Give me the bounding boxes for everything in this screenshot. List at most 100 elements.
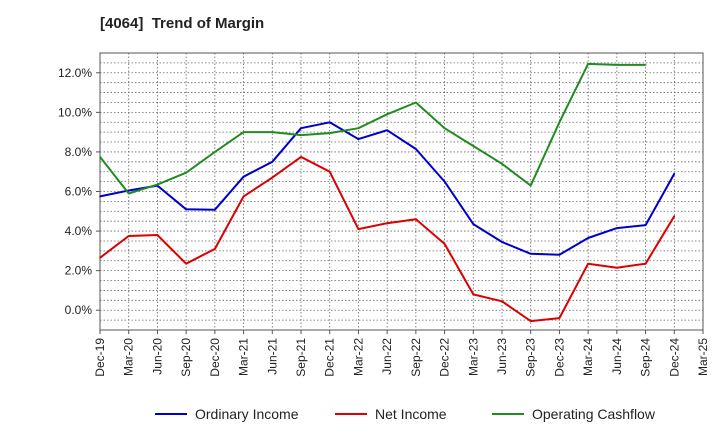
ordinary-income-point bbox=[443, 180, 446, 183]
ordinary-income-point bbox=[99, 195, 101, 198]
x-tick-label: Dec-19 bbox=[93, 338, 107, 377]
net-income-point bbox=[99, 256, 101, 259]
ordinary-income-point bbox=[415, 148, 417, 150]
net-income-point bbox=[415, 218, 417, 220]
net-income-point bbox=[185, 262, 187, 265]
x-tick-label: Mar-23 bbox=[466, 338, 480, 376]
x-tick-label: Jun-21 bbox=[265, 338, 279, 375]
operating-cashflow-point bbox=[415, 101, 417, 104]
ordinary-income-point bbox=[673, 172, 676, 175]
net-income-point bbox=[529, 320, 532, 322]
ordinary-income-point bbox=[558, 254, 561, 256]
operating-cashflow-point bbox=[558, 121, 561, 124]
x-tick-label: Sep-20 bbox=[179, 338, 193, 377]
net-income-point bbox=[558, 317, 561, 319]
y-tick-label: 0.0% bbox=[65, 303, 93, 317]
x-tick-label: Jun-20 bbox=[150, 338, 164, 375]
net-income-point bbox=[242, 195, 245, 198]
x-tick-label: Dec-22 bbox=[438, 338, 452, 377]
net-income-point bbox=[357, 228, 360, 230]
chart-title: [4064] Trend of Margin bbox=[100, 15, 265, 32]
x-tick-label: Sep-21 bbox=[294, 338, 308, 377]
operating-cashflow-point bbox=[386, 113, 388, 116]
x-tick-label: Mar-25 bbox=[696, 338, 710, 376]
ordinary-income-point bbox=[616, 227, 618, 229]
ordinary-income-point bbox=[300, 127, 302, 129]
y-tick-label: 10.0% bbox=[58, 105, 92, 119]
ordinary-income-point bbox=[328, 121, 331, 124]
y-tick-label: 6.0% bbox=[65, 185, 93, 199]
ordinary-income-point bbox=[587, 237, 589, 239]
net-income-point bbox=[214, 248, 216, 250]
operating-cashflow-point bbox=[185, 171, 187, 174]
operating-cashflow-point bbox=[99, 156, 101, 158]
operating-cashflow-point bbox=[644, 64, 647, 66]
x-tick-label: Mar-24 bbox=[581, 338, 595, 376]
operating-cashflow-point bbox=[472, 145, 475, 147]
x-tick-label: Sep-24 bbox=[639, 338, 653, 377]
legend-label-net-income: Net Income bbox=[375, 406, 447, 422]
x-tick-label: Dec-20 bbox=[208, 338, 222, 377]
operating-cashflow-point bbox=[156, 183, 159, 186]
operating-cashflow-point bbox=[127, 192, 130, 195]
net-income-point bbox=[156, 234, 159, 236]
net-income-point bbox=[127, 235, 130, 237]
net-income-point bbox=[616, 266, 618, 269]
operating-cashflow-point bbox=[357, 127, 360, 129]
net-income-point bbox=[328, 170, 331, 173]
y-tick-label: 4.0% bbox=[65, 224, 93, 238]
x-tick-label: Mar-21 bbox=[237, 338, 251, 376]
net-income-point bbox=[443, 243, 446, 245]
net-income-point bbox=[472, 293, 475, 296]
net-income-point bbox=[673, 215, 676, 218]
operating-cashflow-point bbox=[214, 151, 216, 153]
operating-cashflow-point bbox=[529, 184, 532, 187]
x-tick-label: Dec-23 bbox=[552, 338, 566, 377]
x-tick-label: Jun-23 bbox=[495, 338, 509, 375]
net-income-point bbox=[644, 262, 647, 265]
legend-label-operating-cashflow: Operating Cashflow bbox=[532, 406, 656, 422]
x-tick-label: Mar-22 bbox=[351, 338, 365, 376]
ordinary-income-point bbox=[472, 223, 475, 225]
net-income-point bbox=[501, 300, 503, 303]
operating-cashflow-point bbox=[328, 132, 331, 134]
ordinary-income-point bbox=[386, 129, 388, 131]
net-income-point bbox=[300, 156, 302, 158]
ordinary-income-point bbox=[644, 224, 647, 226]
ordinary-income-point bbox=[185, 208, 187, 211]
x-tick-label: Dec-24 bbox=[667, 338, 681, 377]
y-tick-label: 2.0% bbox=[65, 264, 93, 278]
operating-cashflow-point bbox=[271, 131, 274, 133]
ordinary-income-point bbox=[501, 241, 503, 243]
legend: Ordinary Income Net Income Operating Cashf… bbox=[155, 406, 656, 422]
ordinary-income-point bbox=[242, 175, 245, 178]
ordinary-income-point bbox=[271, 161, 274, 163]
operating-cashflow-point bbox=[501, 163, 503, 165]
operating-cashflow-point bbox=[616, 64, 618, 66]
ordinary-income-point bbox=[127, 189, 130, 192]
operating-cashflow-point bbox=[242, 131, 245, 133]
net-income-point bbox=[386, 222, 388, 224]
series-lines bbox=[99, 62, 676, 323]
x-tick-label: Dec-21 bbox=[323, 338, 337, 377]
net-income-point bbox=[271, 176, 274, 179]
axes: 0.0% 2.0% 4.0% 6.0% 8.0% 10.0% 12.0% Dec-19 Mar-… bbox=[58, 66, 710, 377]
x-tick-label: Jun-24 bbox=[610, 338, 624, 375]
y-tick-label: 8.0% bbox=[65, 145, 93, 159]
operating-cashflow-point bbox=[443, 127, 446, 129]
x-tick-label: Sep-23 bbox=[524, 338, 538, 377]
ordinary-income-point bbox=[529, 253, 532, 255]
operating-cashflow-point bbox=[587, 63, 589, 65]
x-tick-label: Jun-22 bbox=[380, 338, 394, 375]
grid bbox=[99, 52, 704, 331]
x-tick-label: Sep-22 bbox=[409, 338, 423, 377]
legend-label-ordinary-income: Ordinary Income bbox=[195, 406, 299, 422]
operating-cashflow-point bbox=[300, 134, 302, 136]
operating-cashflow-line bbox=[99, 62, 646, 195]
ordinary-income-point bbox=[214, 208, 216, 211]
y-tick-label: 12.0% bbox=[58, 66, 92, 80]
net-income-point bbox=[587, 262, 589, 265]
ordinary-income-point bbox=[357, 138, 360, 140]
x-tick-label: Mar-20 bbox=[122, 338, 136, 376]
